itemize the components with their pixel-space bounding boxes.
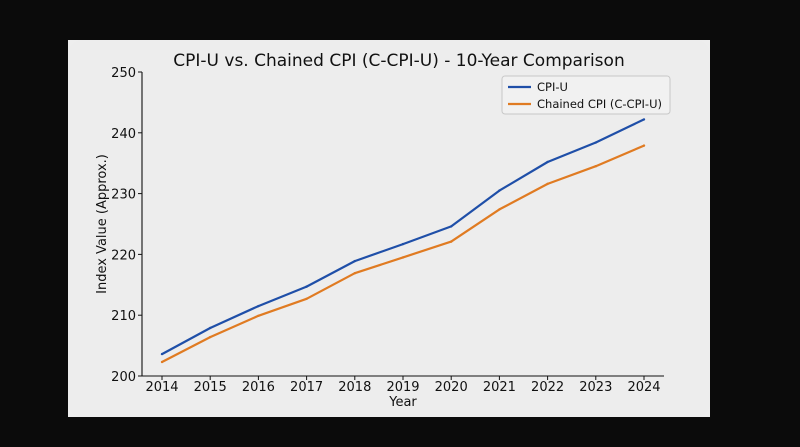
data-point: [642, 118, 646, 121]
x-tick-label: 2019: [386, 380, 419, 395]
x-tick-label: 2014: [145, 380, 178, 395]
data-point: [401, 242, 405, 246]
data-point: [353, 272, 356, 275]
y-axis-ticks: 200 210 220 230 240 250: [111, 66, 142, 385]
data-point: [594, 141, 597, 144]
y-tick-label: 240: [111, 127, 136, 142]
x-tick-label: 2016: [242, 380, 275, 395]
data-point: [450, 225, 453, 228]
axes: [141, 72, 664, 377]
y-axis-label: Index Value (Approx.): [95, 154, 110, 294]
series-lines: [160, 118, 646, 364]
data-point: [257, 314, 260, 318]
data-point: [160, 352, 164, 356]
y-tick-label: 230: [111, 188, 136, 203]
x-tick-label: 2017: [290, 380, 323, 395]
x-tick-label: 2020: [435, 380, 468, 395]
chart-title: CPI-U vs. Chained CPI (C-CPI-U) - 10-Yea…: [173, 51, 624, 71]
data-point: [305, 285, 308, 288]
data-point: [209, 326, 212, 330]
data-point: [546, 160, 549, 164]
y-tick-label: 250: [111, 66, 136, 81]
x-tick-label: 2024: [627, 380, 660, 395]
y-tick-label: 220: [111, 248, 136, 263]
x-axis-ticks: 2014 2015 2016 2017 2018 2019 2020 2021 2022 2023…: [145, 376, 661, 395]
x-tick-label: 2022: [531, 380, 564, 395]
data-point: [546, 182, 549, 186]
data-point: [160, 360, 164, 364]
x-axis-label: Year: [388, 395, 417, 410]
data-point: [401, 256, 405, 259]
x-tick-label: 2015: [194, 380, 227, 395]
data-point: [450, 240, 453, 243]
data-point: [353, 259, 356, 263]
x-tick-label: 2021: [483, 380, 516, 395]
data-point: [642, 144, 646, 147]
data-point: [498, 189, 501, 192]
legend-box: [501, 75, 671, 115]
x-tick-label: 2018: [338, 380, 371, 395]
legend-label: Chained CPI (C-CPI-U): [537, 97, 662, 111]
y-tick-label: 210: [111, 309, 136, 324]
data-point: [498, 208, 501, 211]
data-point: [305, 297, 308, 300]
data-point: [257, 304, 260, 308]
series-line-cpi-u: [161, 118, 645, 356]
x-tick-label: 2023: [579, 380, 612, 395]
legend: CPI-U Chained CPI (C-CPI-U): [501, 75, 671, 115]
data-point: [594, 165, 597, 168]
series-line-chained-cpi: [161, 144, 645, 363]
y-tick-label: 200: [111, 370, 136, 385]
legend-label: CPI-U: [537, 80, 568, 94]
data-point: [209, 335, 212, 339]
